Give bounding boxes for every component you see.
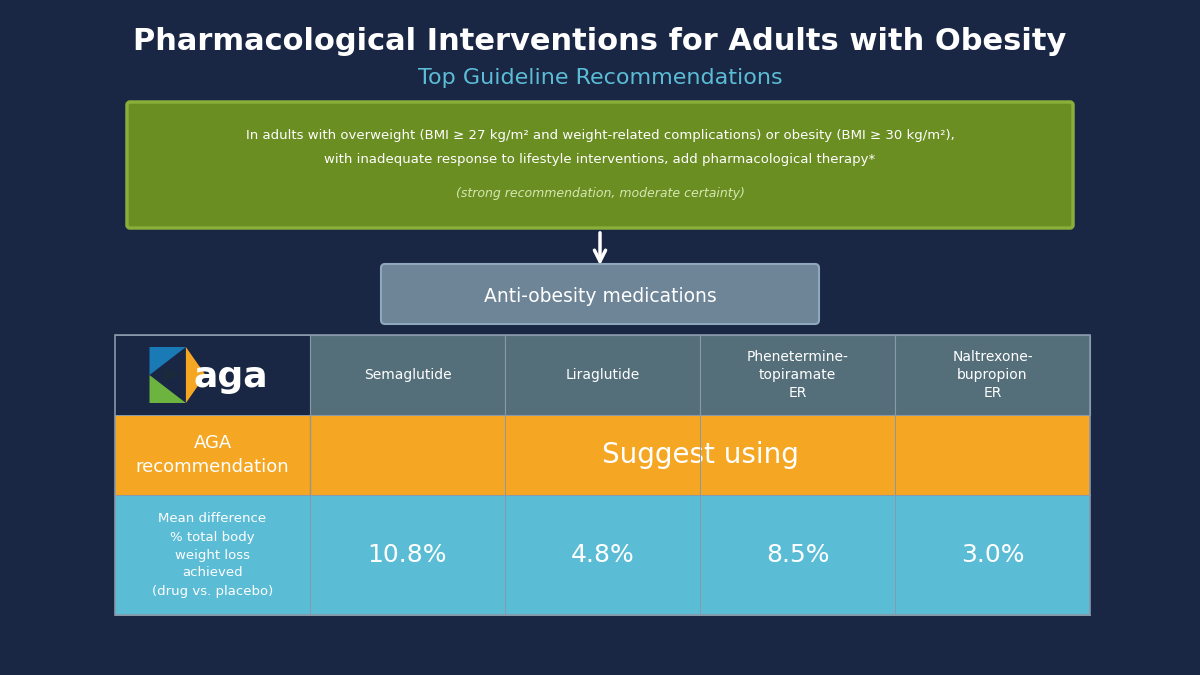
Text: (strong recommendation, moderate certainty): (strong recommendation, moderate certain… <box>456 186 744 200</box>
Text: 10.8%: 10.8% <box>367 543 448 567</box>
Bar <box>505 495 700 615</box>
Text: Liraglutide: Liraglutide <box>565 368 640 382</box>
Polygon shape <box>186 347 205 403</box>
Bar <box>310 495 505 615</box>
Text: Suggest using: Suggest using <box>601 441 798 469</box>
Bar <box>115 495 310 615</box>
Bar <box>505 335 700 415</box>
FancyBboxPatch shape <box>127 102 1073 228</box>
Text: AGA
recommendation: AGA recommendation <box>136 433 289 477</box>
Bar <box>115 335 310 415</box>
Bar <box>115 415 310 495</box>
Bar <box>310 335 505 415</box>
Bar <box>895 495 1090 615</box>
Bar <box>700 335 895 415</box>
Bar <box>115 335 1090 615</box>
Bar <box>700 495 895 615</box>
Text: Anti-obesity medications: Anti-obesity medications <box>484 286 716 306</box>
Text: Pharmacological Interventions for Adults with Obesity: Pharmacological Interventions for Adults… <box>133 28 1067 57</box>
Text: Top Guideline Recommendations: Top Guideline Recommendations <box>418 68 782 88</box>
Polygon shape <box>150 347 186 375</box>
Bar <box>310 415 1090 495</box>
Text: Naltrexone-
bupropion
ER: Naltrexone- bupropion ER <box>952 350 1033 400</box>
Text: 8.5%: 8.5% <box>766 543 829 567</box>
Text: Mean difference
% total body
weight loss
achieved
(drug vs. placebo): Mean difference % total body weight loss… <box>152 512 274 597</box>
Text: aga: aga <box>193 360 268 394</box>
Text: Phenetermine-
topiramate
ER: Phenetermine- topiramate ER <box>746 350 848 400</box>
Text: In adults with overweight (BMI ≥ 27 kg/m² and weight-related complications) or o: In adults with overweight (BMI ≥ 27 kg/m… <box>246 128 954 142</box>
Text: Semaglutide: Semaglutide <box>364 368 451 382</box>
Polygon shape <box>150 375 186 403</box>
Text: with inadequate response to lifestyle interventions, add pharmacological therapy: with inadequate response to lifestyle in… <box>324 153 876 167</box>
Text: 4.8%: 4.8% <box>571 543 635 567</box>
Text: 3.0%: 3.0% <box>961 543 1025 567</box>
Polygon shape <box>163 368 180 382</box>
FancyBboxPatch shape <box>382 264 818 324</box>
Bar <box>895 335 1090 415</box>
